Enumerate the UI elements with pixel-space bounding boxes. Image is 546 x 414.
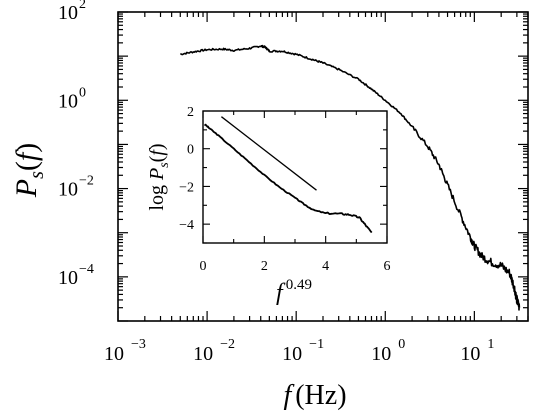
inset-x-tick-label: 0	[200, 259, 207, 274]
x-tick-label-exponent: −3	[131, 337, 146, 352]
inset-x-tick-label: 6	[384, 259, 391, 274]
inset-ticks	[202, 110, 388, 244]
inset-x-tick-label: 4	[322, 259, 329, 274]
main-ticks	[117, 11, 529, 322]
inset-y-tick-label: 0	[187, 143, 194, 158]
main-series	[180, 44, 521, 311]
inset-y-tick-label: 2	[187, 105, 194, 120]
y-tick-label: 10	[58, 179, 78, 201]
x-tick-label-exponent: 0	[398, 337, 405, 352]
inset-y-tick-label: −4	[179, 218, 194, 233]
main-x-axis-title: f (Hz)	[283, 380, 346, 411]
x-tick-label: 10	[282, 343, 302, 365]
x-tick-label: 10	[104, 343, 124, 365]
inset-x-axis-title: f 0.49	[276, 277, 312, 306]
inset-x-tick-label: 2	[261, 259, 268, 274]
y-tick-label: 10	[58, 2, 78, 24]
y-tick-label-exponent: 2	[79, 0, 86, 12]
y-tick-label: 10	[58, 90, 78, 112]
x-tick-label-exponent: −1	[309, 337, 324, 352]
inset-tick-labels: 0 2 4 6 2 0 −2 −4	[179, 105, 390, 274]
y-tick-label: 10	[58, 267, 78, 289]
inset-y-axis-title: logPs(f)	[146, 143, 172, 210]
x-tick-label-exponent: 1	[487, 337, 494, 352]
x-tick-label: 10	[371, 343, 391, 365]
inset-y-tick-label: −2	[179, 180, 194, 195]
y-tick-label-exponent: 0	[79, 85, 86, 100]
inset-reference-line	[221, 116, 317, 191]
x-tick-label: 10	[460, 343, 480, 365]
inset-background	[203, 111, 387, 243]
inset-series	[203, 116, 373, 234]
y-tick-label-exponent: −4	[79, 262, 94, 277]
y-tick-label-exponent: −2	[79, 174, 94, 189]
main-series-line	[180, 44, 521, 311]
x-tick-label-exponent: −2	[220, 337, 235, 352]
main-tick-labels: 10 −3 10 −2 10 −1 10 0 10 110 210 010 −210 −4	[58, 0, 494, 365]
inset-series-line	[203, 123, 373, 234]
x-tick-label: 10	[193, 343, 213, 365]
main-y-axis-title: Ps(f)	[10, 143, 48, 198]
